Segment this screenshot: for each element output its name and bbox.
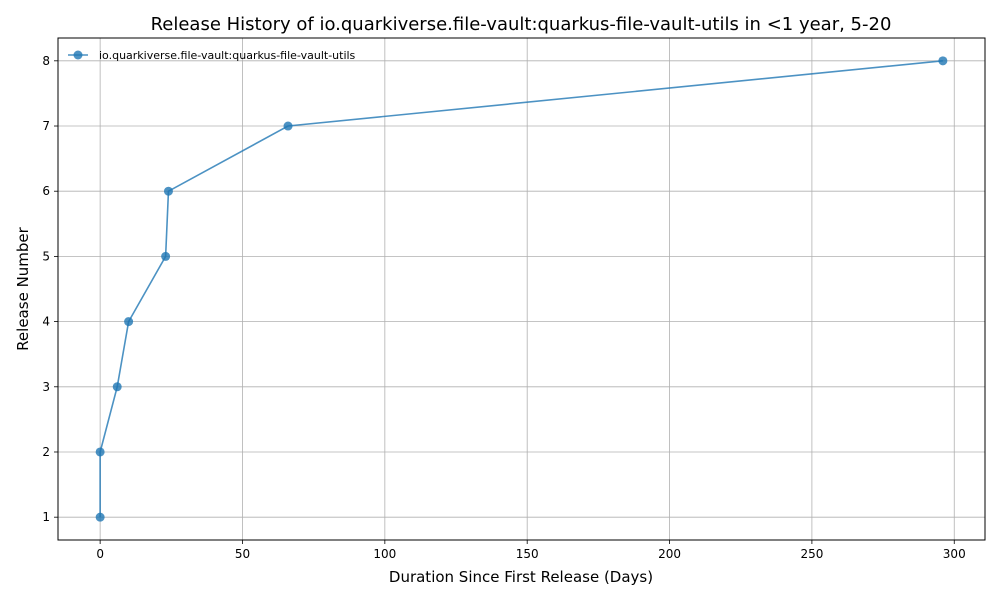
data-point	[124, 317, 134, 327]
y-axis-label: Release Number	[14, 226, 32, 350]
y-tick-label: 4	[42, 315, 50, 329]
data-point	[95, 447, 105, 457]
series-line	[99, 60, 943, 518]
legend: io.quarkiverse.file-vault:quarkus-file-v…	[68, 49, 356, 62]
data-point	[95, 512, 105, 522]
x-tick-label: 100	[373, 547, 396, 561]
x-tick-label: 200	[658, 547, 681, 561]
y-axis-ticks: 1 2 3 4 5 6 7 8	[42, 54, 58, 524]
y-tick-label: 3	[42, 380, 50, 394]
y-tick-label: 2	[42, 445, 50, 459]
series-layer	[95, 56, 948, 522]
y-tick-label: 7	[42, 119, 50, 133]
grid-lines	[58, 38, 985, 540]
y-tick-label: 5	[42, 249, 50, 263]
chart-title: Release History of io.quarkiverse.file-v…	[151, 14, 892, 35]
data-point	[283, 121, 293, 131]
x-tick-label: 0	[96, 547, 104, 561]
data-point	[163, 186, 173, 196]
x-tick-label: 250	[800, 547, 823, 561]
y-tick-label: 6	[42, 184, 50, 198]
x-tick-label: 50	[235, 547, 250, 561]
legend-entry-label: io.quarkiverse.file-vault:quarkus-file-v…	[99, 49, 356, 62]
data-point	[938, 56, 948, 66]
legend-marker-sample	[73, 50, 83, 60]
x-axis-label: Duration Since First Release (Days)	[389, 568, 653, 586]
x-tick-label: 150	[516, 547, 539, 561]
x-axis-ticks: 0 50 100 150 200 250 300	[96, 540, 966, 561]
data-point	[161, 251, 171, 261]
plot-area-frame	[57, 37, 986, 541]
y-tick-label: 8	[42, 54, 50, 68]
x-tick-label: 300	[943, 547, 966, 561]
y-tick-label: 1	[42, 510, 50, 524]
data-point	[112, 382, 122, 392]
